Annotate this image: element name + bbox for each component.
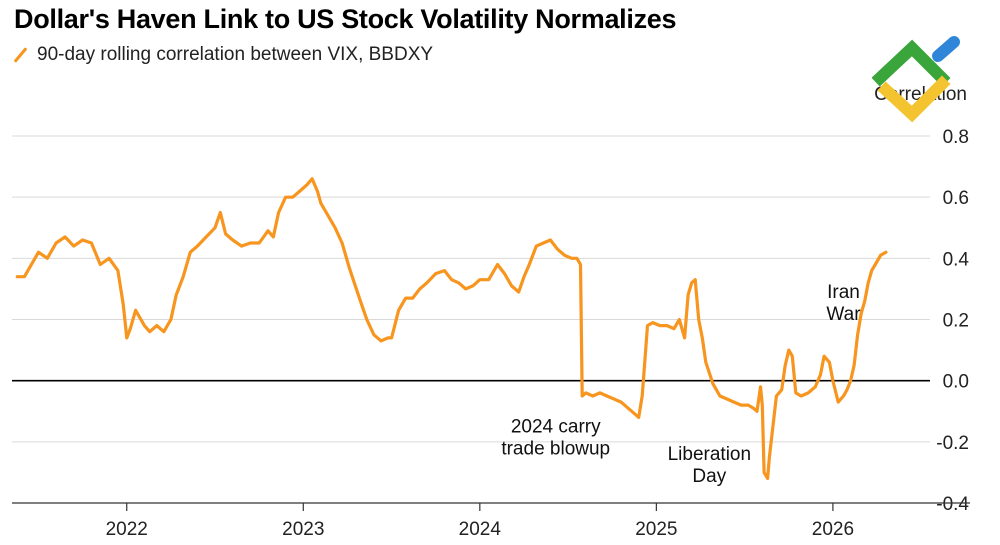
series xyxy=(15,177,888,481)
y-tick-label: 0.6 xyxy=(943,188,969,209)
x-tick-label: 2025 xyxy=(635,519,677,540)
y-tick-label: -0.4 xyxy=(936,494,969,515)
x-tick-label: 2024 xyxy=(459,519,502,540)
y-tick-label: 0.8 xyxy=(943,127,969,148)
y-tick-label: 0.0 xyxy=(943,372,969,393)
x-tick-label: 2026 xyxy=(812,519,854,540)
y-axis: 0.8 0.6 0.4 0.2 0.0 -0.2 -0.4 xyxy=(936,127,969,515)
x-tick-label: 2022 xyxy=(106,519,148,540)
annotations: 2024 carry trade blowup Liberation Day Iran W… xyxy=(501,282,861,487)
legend-label: 90-day rolling correlation between VIX, … xyxy=(37,44,434,65)
legend: 90-day rolling correlation between VIX, … xyxy=(12,44,433,66)
series-line xyxy=(15,177,888,481)
y-tick-label: -0.2 xyxy=(936,433,969,454)
chevron-logo-icon xyxy=(872,36,960,123)
annotation-label: 2024 carry trade blowup xyxy=(501,417,610,460)
x-tick-label: 2023 xyxy=(282,519,324,540)
y-tick-label: 0.2 xyxy=(943,311,969,332)
gridlines xyxy=(12,135,930,504)
x-axis: 2022 2023 2024 2025 2026 xyxy=(12,502,970,540)
annotation-label: Liberation Day xyxy=(668,444,751,487)
y-tick-label: 0.4 xyxy=(943,249,970,270)
chart-title: Dollar's Haven Link to US Stock Volatili… xyxy=(14,4,677,34)
annotation-label: Iran War xyxy=(826,282,861,325)
